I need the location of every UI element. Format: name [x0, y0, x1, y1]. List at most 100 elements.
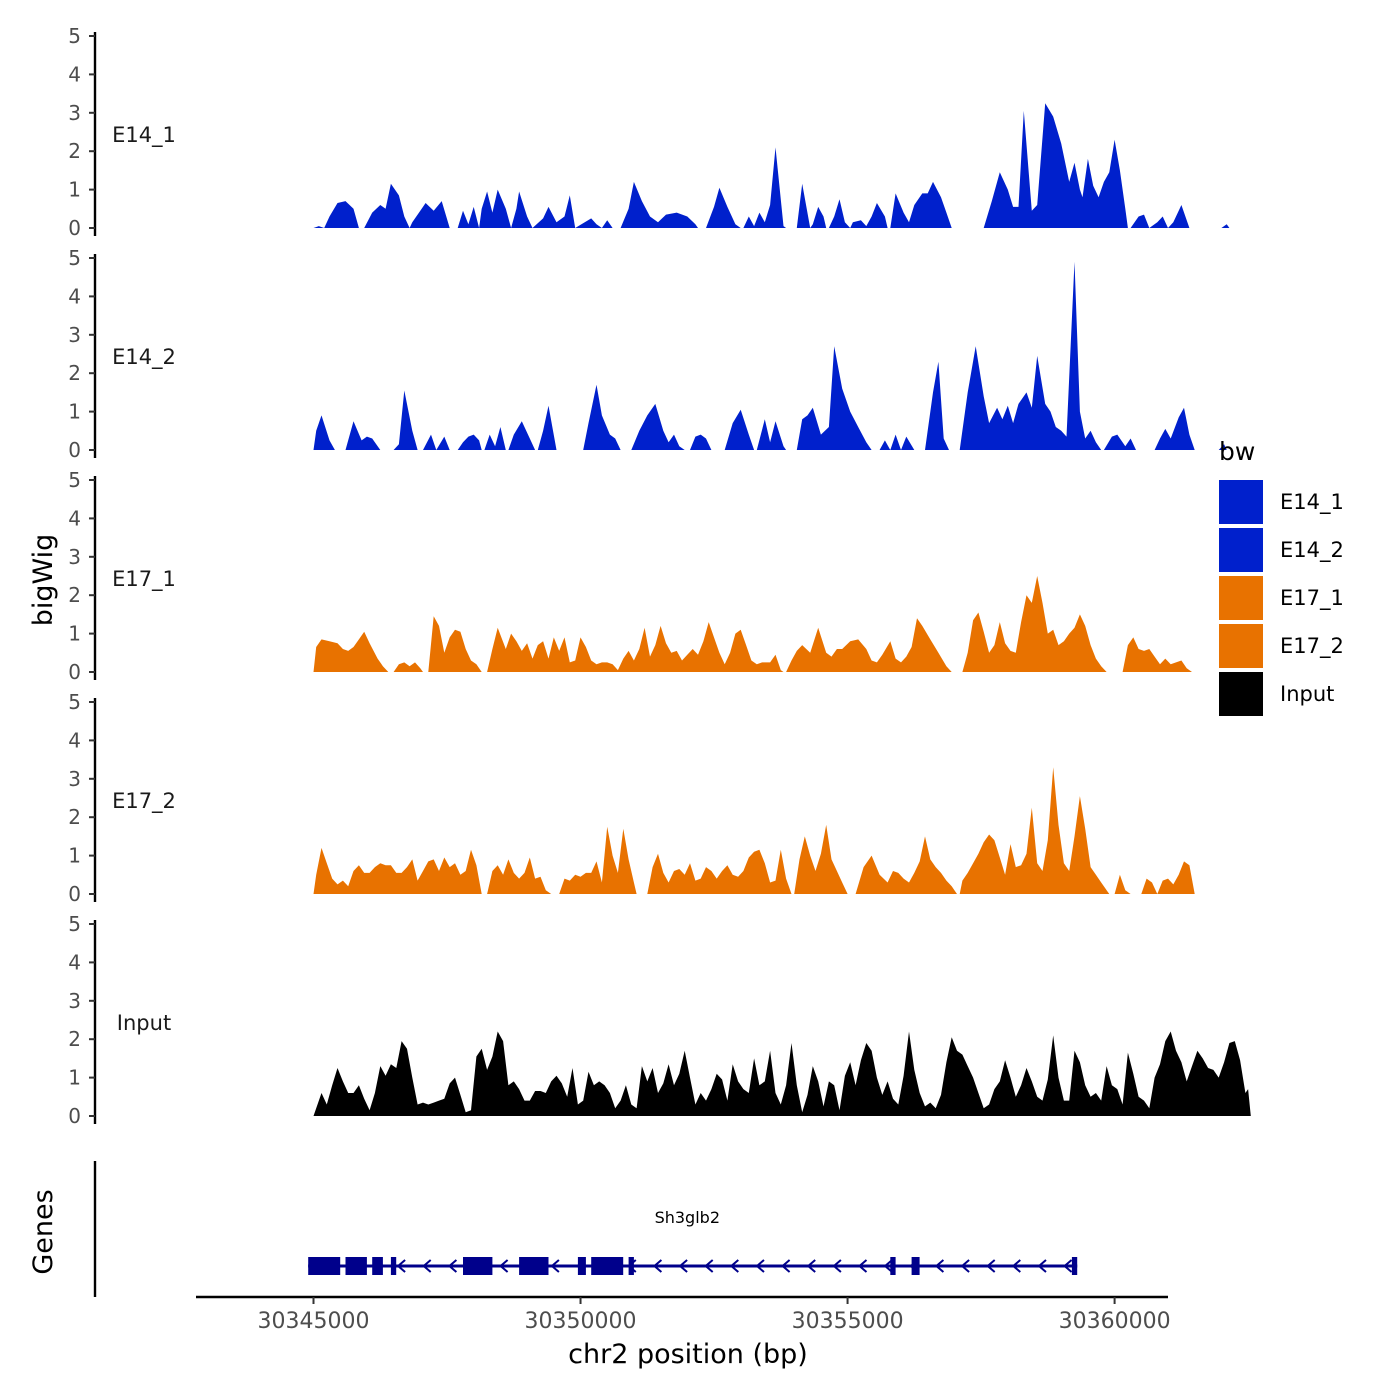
track-label: E14_1 — [112, 123, 176, 148]
y-tick-label: 3 — [68, 989, 81, 1013]
legend-swatch — [1219, 624, 1263, 668]
x-axis-title: chr2 position (bp) — [568, 1339, 808, 1370]
strand-arrow — [806, 1259, 816, 1273]
y-tick-label: 1 — [68, 622, 81, 646]
y-tick-label: 4 — [68, 284, 81, 308]
legend-label: Input — [1280, 682, 1334, 706]
y-tick-label: 0 — [68, 1104, 81, 1128]
strand-arrow — [781, 1259, 791, 1273]
y-tick-label: 3 — [68, 767, 81, 791]
signal-area — [313, 576, 1192, 672]
legend-label: E17_1 — [1280, 586, 1344, 611]
track-label: E17_1 — [112, 567, 176, 592]
track-e17-1: 0 1 2 3 4 5 E17_1 — [68, 468, 1192, 684]
track-e14-1: 0 1 2 3 4 5 E14_1 — [68, 24, 1230, 240]
strand-arrow — [755, 1259, 765, 1273]
track-e14-2: 0 1 2 3 4 5 E14_2 — [68, 246, 1227, 462]
y-tick-label: 5 — [68, 912, 81, 936]
track-input: 0 1 2 3 4 5 Input — [68, 912, 1251, 1128]
track-e17-2: 0 1 2 3 4 5 E17_2 — [68, 690, 1195, 906]
x-tick-label: 30360000 — [1059, 1309, 1171, 1334]
track-label: E17_2 — [112, 789, 176, 814]
strand-arrow — [550, 1259, 560, 1273]
y-axis-title: bigWig — [28, 534, 59, 627]
legend-swatch — [1219, 480, 1263, 524]
signal-tracks: 0 1 2 3 4 5 E14_1 0 1 2 3 4 5 E14_2 0 1 2 3 4 5 E17_1 0 1 2 3 4 5 E… — [68, 24, 1251, 1128]
exon — [890, 1257, 896, 1275]
exon — [911, 1257, 920, 1275]
y-tick-label: 2 — [68, 583, 81, 607]
y-tick-label: 1 — [68, 178, 81, 202]
exon — [519, 1257, 549, 1275]
strand-arrow — [1063, 1259, 1073, 1273]
strand-arrow — [1011, 1259, 1021, 1273]
y-tick-label: 2 — [68, 139, 81, 163]
gene-name: Sh3glb2 — [655, 1208, 720, 1227]
y-tick-label: 5 — [68, 24, 81, 48]
y-tick-label: 0 — [68, 660, 81, 684]
strand-arrow — [832, 1259, 842, 1273]
strand-arrow — [652, 1259, 663, 1273]
legend-label: E14_2 — [1280, 538, 1344, 563]
y-tick-label: 0 — [68, 216, 81, 240]
y-tick-label: 1 — [68, 844, 81, 868]
x-tick-label: 30350000 — [525, 1309, 637, 1334]
y-tick-label: 0 — [68, 882, 81, 906]
y-tick-label: 4 — [68, 62, 81, 86]
y-tick-label: 1 — [68, 400, 81, 424]
exon — [577, 1257, 586, 1275]
legend-label: E17_2 — [1280, 634, 1344, 659]
y-tick-label: 2 — [68, 805, 81, 829]
exon — [1071, 1257, 1078, 1275]
y-tick-label: 2 — [68, 361, 81, 385]
x-axis: 30345000 30350000 30355000 30360000 — [196, 1295, 1171, 1334]
y-tick-label: 4 — [68, 950, 81, 974]
legend-swatch — [1219, 672, 1263, 716]
strand-arrow — [1037, 1259, 1047, 1273]
strand-arrow — [857, 1259, 868, 1273]
y-tick-label: 4 — [68, 728, 81, 752]
strand-arrow — [986, 1259, 996, 1273]
strand-arrow — [960, 1259, 970, 1273]
y-tick-label: 2 — [68, 1027, 81, 1051]
x-tick-label: 30345000 — [258, 1309, 370, 1334]
strand-arrow — [678, 1259, 688, 1273]
track-label: E14_2 — [112, 345, 176, 370]
exon — [308, 1257, 341, 1275]
y-tick-label: 3 — [68, 545, 81, 569]
strand-arrow — [729, 1259, 739, 1273]
y-tick-label: 5 — [68, 468, 81, 492]
y-tick-label: 5 — [68, 246, 81, 270]
strand-arrow — [447, 1259, 458, 1273]
signal-area — [313, 1031, 1251, 1116]
strand-arrow — [704, 1259, 714, 1273]
signal-area — [313, 767, 1195, 894]
y-tick-label: 5 — [68, 690, 81, 714]
exon — [390, 1257, 397, 1275]
y-tick-label: 4 — [68, 506, 81, 530]
signal-area — [313, 261, 1227, 450]
strand-arrow — [422, 1259, 432, 1273]
track-label: Input — [117, 1011, 171, 1035]
signal-area — [313, 103, 1230, 228]
exon — [591, 1257, 624, 1275]
legend-swatch — [1219, 528, 1263, 572]
legend-label: E14_1 — [1280, 490, 1344, 515]
strand-arrow — [396, 1259, 406, 1273]
exon — [628, 1257, 634, 1275]
strand-arrow — [499, 1259, 509, 1273]
genes-axis-title: Genes — [28, 1189, 59, 1274]
y-tick-label: 3 — [68, 101, 81, 125]
legend: bw E14_1 E14_2 E17_1 E17_2 Input — [1219, 437, 1344, 716]
exon — [372, 1257, 383, 1275]
legend-title: bw — [1219, 437, 1255, 466]
genes-track: Sh3glb2 — [93, 1161, 1078, 1297]
y-tick-label: 1 — [68, 1066, 81, 1090]
y-tick-label: 0 — [68, 438, 81, 462]
y-tick-label: 3 — [68, 323, 81, 347]
exon — [345, 1257, 367, 1275]
strand-arrow — [883, 1259, 893, 1273]
exon — [463, 1257, 493, 1275]
strand-arrow — [934, 1259, 945, 1273]
